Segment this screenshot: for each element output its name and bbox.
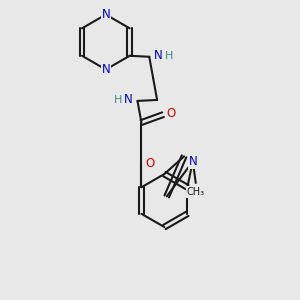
Text: O: O (166, 107, 176, 120)
Text: CH₃: CH₃ (187, 187, 205, 197)
Text: N: N (188, 155, 197, 168)
Text: N: N (124, 93, 133, 106)
Text: N: N (101, 8, 110, 21)
Text: O: O (146, 157, 155, 170)
Text: N: N (154, 49, 163, 62)
Text: H: H (114, 95, 122, 105)
Text: H: H (165, 51, 173, 61)
Text: N: N (101, 63, 110, 76)
